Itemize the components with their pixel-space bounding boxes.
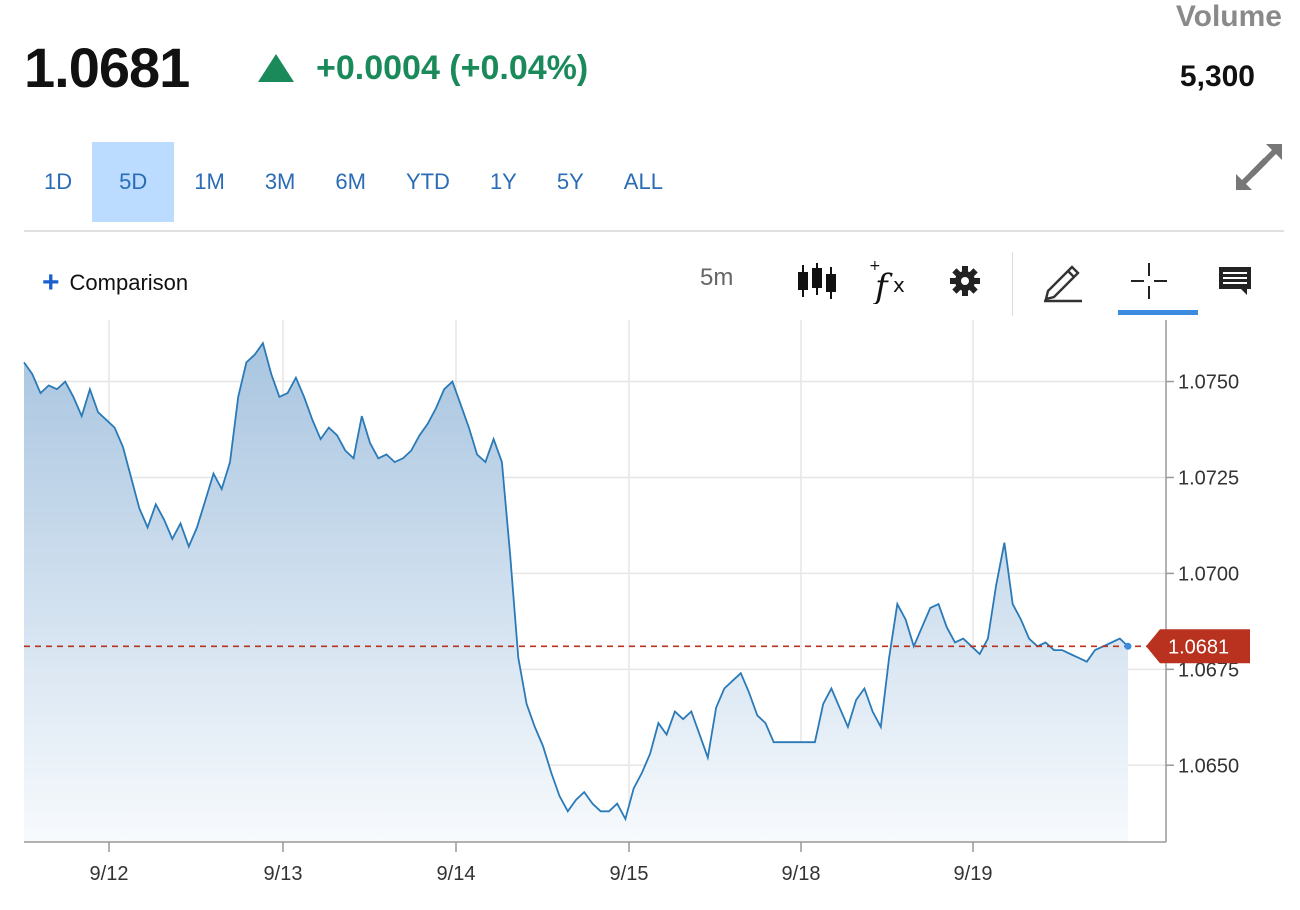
header-divider	[24, 230, 1284, 232]
last-price: 1.0681	[24, 36, 190, 99]
price-change: +0.0004 (+0.04%)	[258, 46, 588, 90]
range-tab-5d[interactable]: 5D	[92, 142, 175, 222]
svg-text:x: x	[893, 273, 905, 297]
last-point	[1124, 642, 1132, 650]
range-tab-3m[interactable]: 3M	[264, 169, 296, 194]
comment-icon[interactable]	[1210, 256, 1260, 306]
x-tick-label: 9/15	[610, 863, 649, 885]
plus-icon: +	[42, 266, 60, 299]
gear-icon[interactable]	[940, 256, 990, 306]
crosshair-icon[interactable]	[1124, 256, 1174, 306]
volume-value: 5,300	[1179, 60, 1255, 93]
pencil-icon[interactable]	[1038, 256, 1088, 306]
range-tab-6m[interactable]: 6M	[335, 169, 366, 194]
expand-icon[interactable]	[1232, 140, 1286, 194]
volume-label: Volume	[1175, 0, 1282, 33]
x-tick-label: 9/13	[264, 863, 303, 885]
y-tick-label: 1.0725	[1178, 467, 1239, 489]
up-triangle-icon	[258, 54, 294, 82]
comparison-button[interactable]: + Comparison	[42, 268, 188, 298]
range-tab-ytd[interactable]: YTD	[405, 169, 450, 194]
y-tick-label: 1.0675	[1178, 659, 1239, 681]
x-tick-label: 9/14	[437, 863, 476, 885]
x-tick-label: 9/12	[90, 863, 129, 885]
toolbar-separator	[1012, 252, 1013, 316]
range-tab-1y[interactable]: 1Y	[489, 169, 517, 194]
price-change-text: +0.0004 (+0.04%)	[316, 48, 589, 87]
range-tab-1d[interactable]: 1D	[44, 169, 73, 194]
svg-text:f: f	[872, 267, 893, 304]
function-icon[interactable]: + f x	[866, 256, 916, 306]
y-tick-label: 1.0750	[1178, 372, 1239, 394]
x-tick-label: 9/18	[782, 863, 821, 885]
comparison-label: Comparison	[69, 270, 189, 295]
candlestick-icon[interactable]	[792, 256, 842, 306]
price-line	[23, 341, 1129, 822]
y-tick-label: 1.0650	[1178, 755, 1239, 777]
crosshair-active-indicator	[1118, 310, 1198, 315]
range-tabs: 1D 5D 1M 3M 6M YTD 1Y 5Y ALL	[24, 142, 683, 222]
last-price-tag-text: 1.0681	[1168, 636, 1229, 658]
price-chart[interactable]: 1.0750 1.0725 1.0700 1.0675 1.0650 9/12 9/13 9…	[0, 320, 1300, 910]
svg-text:+: +	[869, 258, 881, 274]
last-price-tag: 1.0681	[1146, 629, 1250, 664]
x-tick-label: 9/19	[954, 863, 993, 885]
price-area	[24, 343, 1128, 842]
range-tab-all[interactable]: ALL	[623, 169, 663, 194]
range-tab-1m[interactable]: 1M	[194, 169, 225, 194]
range-tab-5y[interactable]: 5Y	[556, 169, 584, 194]
interval-selector[interactable]: 5m	[700, 264, 734, 291]
y-tick-label: 1.0700	[1178, 563, 1239, 585]
